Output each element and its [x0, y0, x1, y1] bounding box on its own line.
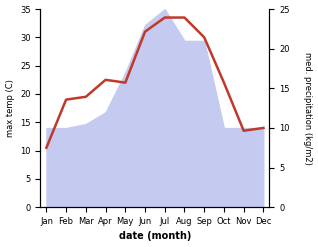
Y-axis label: med. precipitation (kg/m2): med. precipitation (kg/m2) — [303, 52, 313, 165]
X-axis label: date (month): date (month) — [119, 231, 191, 242]
Y-axis label: max temp (C): max temp (C) — [5, 79, 15, 137]
